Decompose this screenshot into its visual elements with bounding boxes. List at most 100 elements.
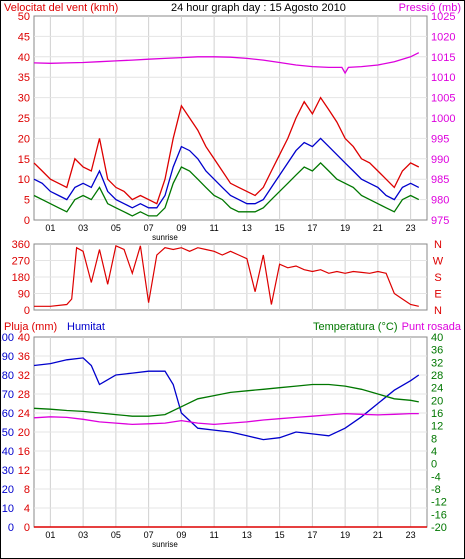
pressure-y-tick: 1025 xyxy=(431,11,455,23)
pressure-y-tick: 1010 xyxy=(431,72,455,84)
wind-y-tick: 10 xyxy=(18,174,30,186)
temperature-y-tick: 20 xyxy=(431,395,443,407)
direction-series xyxy=(34,244,419,307)
humidity-y-tick: 10 xyxy=(2,503,14,515)
wind-series xyxy=(33,52,420,217)
rain-y-tick: 12 xyxy=(18,465,30,477)
temperature-y-tick: 8 xyxy=(431,433,437,445)
sunrise-label-bottom: sunrise xyxy=(152,540,178,549)
x-tick-label: 03 xyxy=(78,530,88,540)
x-tick-label: 01 xyxy=(45,223,55,233)
x-tick-label: 05 xyxy=(111,530,121,540)
rain-y-tick: 0 xyxy=(24,522,30,534)
x-tick-label: 11 xyxy=(209,530,218,540)
temperature-y-tick: 32 xyxy=(431,357,443,369)
rain-y-tick: 40 xyxy=(18,332,30,344)
humidity-y-tick: 100 xyxy=(1,332,14,344)
x-tick-label: 01 xyxy=(45,530,55,540)
wind-y-tick: 20 xyxy=(18,133,30,145)
temperature-line xyxy=(33,383,419,417)
sunrise-label: sunrise xyxy=(152,233,178,242)
wind-y-tick: 40 xyxy=(18,52,30,64)
direction-degree-tick: 360 xyxy=(12,239,30,251)
temperature-y-tick: 36 xyxy=(431,345,443,357)
wind-y-tick: 0 xyxy=(24,215,30,227)
x-tick-label: 17 xyxy=(307,530,317,540)
pressure-y-tick: 1005 xyxy=(431,93,455,105)
wind-y-tick: 15 xyxy=(18,154,30,166)
pressure-y-tick: 1015 xyxy=(431,52,455,64)
pressure-y-tick: 975 xyxy=(431,215,449,227)
temperature-y-tick: -16 xyxy=(431,509,447,521)
x-tick-label: 17 xyxy=(307,223,317,233)
pressure-y-tick: 985 xyxy=(431,174,449,186)
rain-y-tick: 36 xyxy=(18,351,30,363)
wind-y-tick: 25 xyxy=(18,113,30,125)
climate-x-axis: 01 03 05 07 09 11 13 15 17 19 21 23 xyxy=(45,530,415,540)
compass-tick: N xyxy=(434,239,442,251)
x-tick-label: 13 xyxy=(242,530,252,540)
wind-y-tick: 35 xyxy=(18,72,30,84)
humidity-line xyxy=(33,357,420,441)
wind-low-line xyxy=(33,161,420,217)
x-tick-label: 23 xyxy=(406,223,416,233)
wind-x-axis: 01 03 05 07 09 11 13 15 17 19 21 23 xyxy=(45,223,415,233)
rain-y-tick: 8 xyxy=(24,484,30,496)
wind-y-tick: 30 xyxy=(18,93,30,105)
x-tick-label: 09 xyxy=(176,530,186,540)
compass-tick: E xyxy=(434,289,441,301)
x-tick-label: 19 xyxy=(340,530,350,540)
rain-y-tick: 24 xyxy=(18,408,30,420)
x-tick-label: 11 xyxy=(209,223,218,233)
pressure-y-tick: 1000 xyxy=(431,113,455,125)
climate-series xyxy=(33,357,427,528)
x-tick-label: 15 xyxy=(275,530,285,540)
temperature-y-tick: -20 xyxy=(431,522,447,534)
compass-tick: S xyxy=(434,272,441,284)
x-tick-label: 07 xyxy=(144,530,154,540)
graph-title: 24 hour graph day : 15 Agosto 2010 xyxy=(171,2,346,14)
temperature-y-tick: 0 xyxy=(431,459,437,471)
x-tick-label: 15 xyxy=(275,223,285,233)
wind-avg-line xyxy=(33,137,420,209)
pressure-y-axis: 975 980 985 990 995 1000 1005 1010 1015 1020 1025 xyxy=(431,11,455,227)
rain-y-tick: 20 xyxy=(18,427,30,439)
temperature-y-tick: -12 xyxy=(431,497,447,509)
wind-direction-line xyxy=(34,244,419,307)
compass-tick: N xyxy=(434,305,442,317)
wind-y-tick: 5 xyxy=(24,195,30,207)
rain-y-tick: 16 xyxy=(18,446,30,458)
pressure-y-tick: 990 xyxy=(431,154,449,166)
x-tick-label: 07 xyxy=(144,223,154,233)
rain-humidity-temp-panel: 0481216202428323640010203040506070809010… xyxy=(1,321,462,549)
humidity-y-tick: 40 xyxy=(2,446,14,458)
temperature-y-tick: 28 xyxy=(431,370,443,382)
humidity-y-tick: 80 xyxy=(2,370,14,382)
rain-y-tick: 32 xyxy=(18,370,30,382)
x-tick-label: 05 xyxy=(111,223,121,233)
humidity-y-tick: 0 xyxy=(8,522,14,534)
x-tick-label: 21 xyxy=(373,530,383,540)
wind-gust-line xyxy=(33,96,420,205)
pressure-label: Pressió (mb) xyxy=(399,2,461,14)
temperature-y-tick: -4 xyxy=(431,471,441,483)
rain-y-tick: 4 xyxy=(24,503,30,515)
direction-degree-tick: 90 xyxy=(18,289,30,301)
x-tick-label: 03 xyxy=(78,223,88,233)
temperature-y-tick: -8 xyxy=(431,484,441,496)
rain-y-tick: 28 xyxy=(18,389,30,401)
temperature-y-tick: 4 xyxy=(431,446,437,458)
direction-degree-axis: 0 90 180 270 360 xyxy=(12,239,30,317)
direction-degree-tick: 180 xyxy=(12,272,30,284)
wind-grid xyxy=(34,16,427,220)
pressure-y-tick: 1020 xyxy=(431,31,455,43)
temperature-y-tick: 12 xyxy=(431,421,443,433)
direction-degree-tick: 0 xyxy=(24,305,30,317)
x-tick-label: 13 xyxy=(242,223,252,233)
humidity-y-tick: 60 xyxy=(2,408,14,420)
humidity-label: Humitat xyxy=(67,321,105,333)
